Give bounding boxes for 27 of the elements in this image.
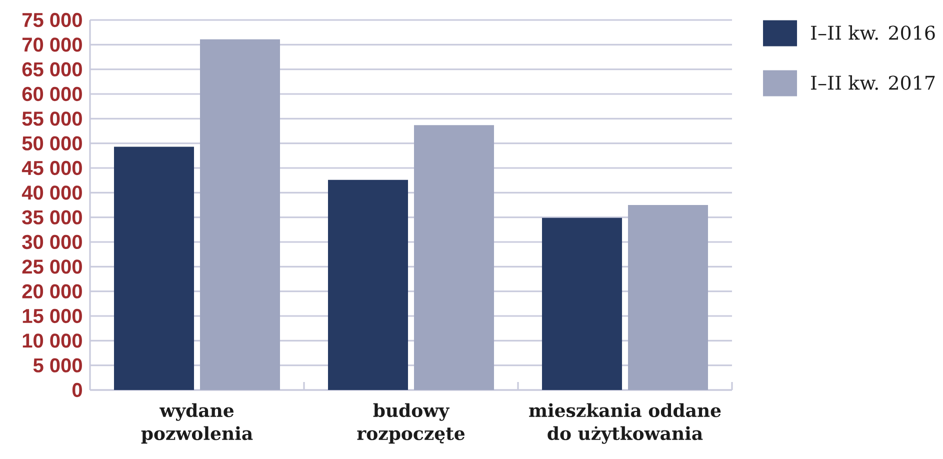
bar [628, 205, 708, 390]
y-tick-label: 5 000 [33, 358, 82, 372]
y-tick-label: 0 [72, 382, 82, 398]
x-tick-label: wydane pozwolenia [141, 403, 253, 444]
y-tick-label: 10 000 [22, 334, 82, 348]
bar [542, 218, 622, 390]
y-tick-label: 40 000 [22, 186, 82, 200]
legend-label: I–II kw. 2016 [811, 25, 935, 40]
x-tick-label: budowy rozpoczęte [357, 403, 465, 444]
y-tick-label: 50 000 [22, 136, 82, 150]
y-tick-label: 20 000 [22, 284, 82, 298]
y-tick-label: 70 000 [22, 38, 82, 52]
y-tick-label: 15 000 [22, 308, 82, 324]
y-tick-label: 60 000 [22, 86, 82, 102]
bar [200, 39, 280, 390]
legend-label: I–II kw. 2017 [811, 75, 935, 90]
y-tick-label: 45 000 [22, 160, 82, 176]
y-tick-label: 55 000 [22, 112, 82, 126]
bar [114, 146, 194, 390]
y-tick-label: 35 000 [22, 210, 82, 224]
y-tick-label: 30 000 [22, 234, 82, 250]
x-tick-label: mieszkania oddane do użytkowania [529, 403, 721, 444]
bar [414, 125, 494, 390]
bar [328, 180, 408, 390]
y-tick-label: 25 000 [22, 260, 82, 274]
y-tick-label: 75 000 [22, 12, 82, 28]
y-tick-label: 65 000 [22, 62, 82, 76]
